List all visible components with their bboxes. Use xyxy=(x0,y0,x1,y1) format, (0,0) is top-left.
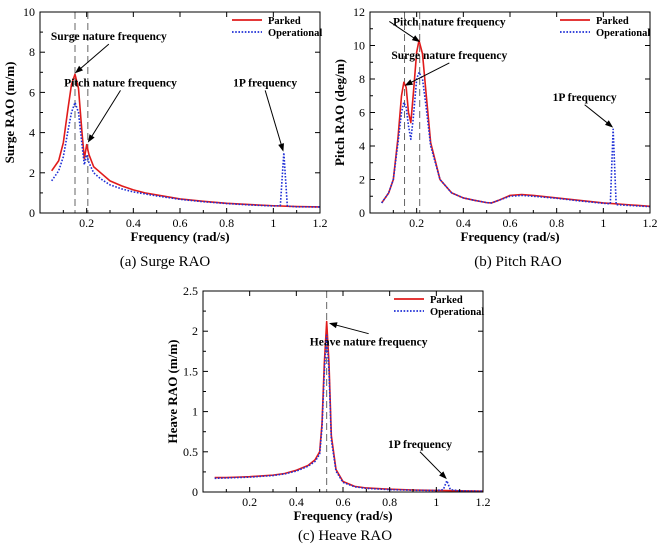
x-tick-label: 0.8 xyxy=(549,216,564,230)
y-axis-label: Surge RAO (m/m) xyxy=(2,62,17,164)
legend-label-parked: Parked xyxy=(596,16,629,27)
annotation-arrow-line xyxy=(406,62,450,86)
figure-caption-3: (c) Heave RAO xyxy=(298,528,392,544)
annotation-label: 1P frequency xyxy=(553,92,617,104)
y-tick-label: 6 xyxy=(29,85,35,99)
annotation-arrow-line xyxy=(419,451,446,479)
x-tick-label: 1 xyxy=(270,216,276,230)
x-tick-label: 0.4 xyxy=(289,495,304,509)
y-tick-label: 1 xyxy=(192,405,198,419)
annotation-label: Surge nature frequency xyxy=(51,31,167,43)
annotation-arrow-line xyxy=(88,90,121,142)
x-tick-label: 0.6 xyxy=(173,216,188,230)
x-tick-label: 1.2 xyxy=(476,495,491,509)
annotation-arrow-head xyxy=(75,65,84,74)
legend-label-parked: Parked xyxy=(268,16,301,27)
annotation-arrow-head xyxy=(439,471,447,480)
y-tick-label: 2 xyxy=(29,166,35,180)
x-tick-label: 0.8 xyxy=(219,216,234,230)
x-axis-label: Frequency (rad/s) xyxy=(460,229,559,244)
x-tick-label: 1.2 xyxy=(313,216,328,230)
x-tick-label: 1 xyxy=(600,216,606,230)
x-tick-label: 0.8 xyxy=(382,495,397,509)
annotation-arrow-line xyxy=(76,43,110,73)
y-tick-label: 8 xyxy=(29,45,35,59)
y-tick-label: 4 xyxy=(359,139,365,153)
annotation-arrow-head xyxy=(278,143,284,152)
y-tick-label: 2 xyxy=(359,173,365,187)
series-line-operational xyxy=(51,101,320,208)
x-tick-label: 1.2 xyxy=(643,216,658,230)
legend-label-parked: Parked xyxy=(430,295,463,306)
y-tick-label: 1.5 xyxy=(183,364,198,378)
annotation-arrow-head xyxy=(605,120,614,128)
plot-frame xyxy=(202,290,484,493)
y-tick-label: 0 xyxy=(29,206,35,220)
x-tick-label: 0.4 xyxy=(456,216,471,230)
chart-panel-3: 0.2 0.4 0.6 0.8 1 1.2 0 0.5 1 1.5 2 2.5 Frequency (r… xyxy=(165,284,491,523)
x-axis-label: Frequency (rad/s) xyxy=(130,229,229,244)
figure-caption-1: (a) Surge RAO xyxy=(120,254,211,270)
annotation-label: 1P frequency xyxy=(233,77,297,89)
annotation-arrow-line xyxy=(264,90,284,150)
legend-label-operational: Operational xyxy=(430,307,484,318)
annotation-arrow-head xyxy=(404,79,414,86)
annotation-arrow-head xyxy=(329,322,338,329)
x-tick-label: 0.6 xyxy=(503,216,518,230)
x-tick-label: 0.2 xyxy=(79,216,94,230)
y-tick-label: 10 xyxy=(353,39,365,53)
legend-label-operational: Operational xyxy=(596,28,650,39)
annotation-label: Pitch nature frequency xyxy=(64,77,177,89)
legend-label-operational: Operational xyxy=(268,28,322,39)
chart-panel-2: 0.2 0.4 0.6 0.8 1 1.2 0 2 4 6 8 10 12 Frequency (rad/… xyxy=(332,5,658,244)
annotation-arrow-head xyxy=(411,35,421,43)
annotation-label: Heave nature frequency xyxy=(310,337,428,349)
x-axis-label: Frequency (rad/s) xyxy=(293,508,392,523)
annotation-label: 1P frequency xyxy=(388,439,452,451)
y-axis-label: Pitch RAO (deg/m) xyxy=(332,59,347,166)
x-tick-label: 0.4 xyxy=(126,216,141,230)
y-axis-label: Heave RAO (m/m) xyxy=(165,340,180,444)
y-tick-label: 12 xyxy=(353,5,365,19)
series-line-operational xyxy=(381,71,650,208)
x-tick-label: 1 xyxy=(433,495,439,509)
chart-panel-1: 0.2 0.4 0.6 0.8 1 1.2 0 2 4 6 8 10 Frequency (rad/s)… xyxy=(2,5,328,244)
y-tick-label: 2.5 xyxy=(183,284,198,298)
x-tick-label: 0.2 xyxy=(409,216,424,230)
series-line-parked xyxy=(381,39,650,208)
figure-caption-2: (b) Pitch RAO xyxy=(474,254,562,270)
y-tick-label: 4 xyxy=(29,126,35,140)
annotation-arrow-line xyxy=(330,323,369,335)
y-tick-label: 2 xyxy=(192,324,198,338)
y-tick-label: 6 xyxy=(359,106,365,120)
annotation-label: Surge nature frequency xyxy=(391,50,507,62)
y-tick-label: 0 xyxy=(192,485,198,499)
series-line-operational xyxy=(214,334,483,492)
annotation-label: Pitch nature frequency xyxy=(393,16,506,28)
y-tick-label: 10 xyxy=(23,5,35,19)
y-tick-label: 0 xyxy=(359,206,365,220)
x-tick-label: 0.6 xyxy=(336,495,351,509)
x-tick-label: 0.2 xyxy=(242,495,257,509)
y-tick-label: 0.5 xyxy=(183,445,198,459)
annotation-arrow-head xyxy=(87,134,95,143)
y-tick-label: 8 xyxy=(359,72,365,86)
